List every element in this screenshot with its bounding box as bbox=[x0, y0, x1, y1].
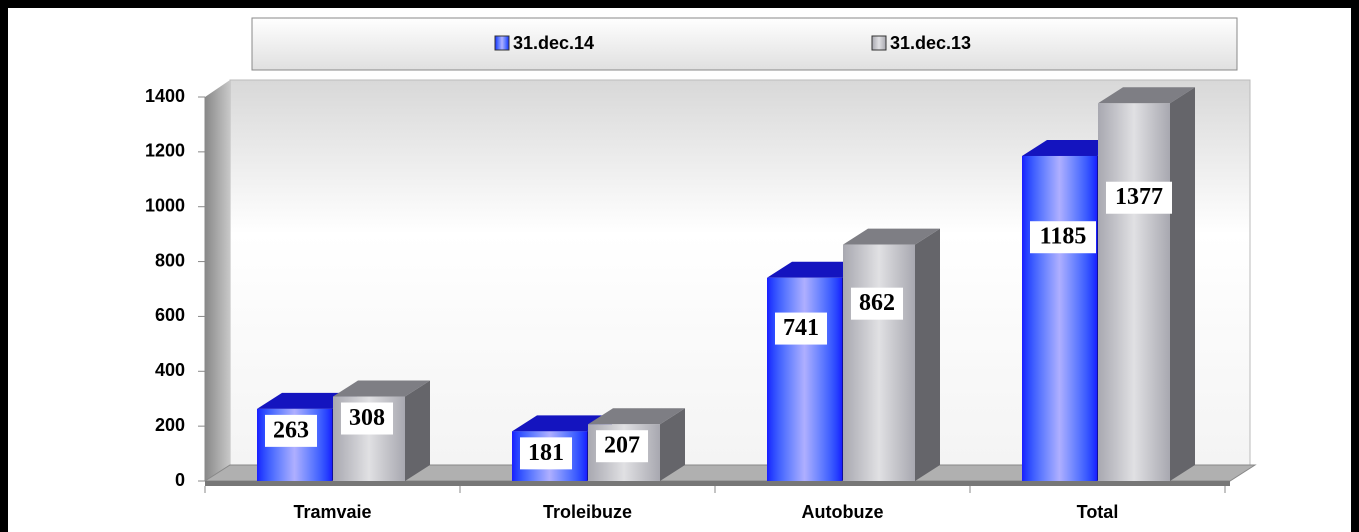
side-wall bbox=[205, 80, 230, 481]
y-tick-label: 800 bbox=[155, 250, 185, 270]
data-label: 308 bbox=[349, 405, 385, 431]
bar-top bbox=[257, 392, 357, 409]
data-label-box bbox=[851, 287, 903, 320]
x-tick-label: Tramvaie bbox=[293, 502, 371, 522]
y-tick-label: 0 bbox=[175, 470, 185, 490]
data-label-box bbox=[265, 414, 317, 447]
legend-swatch bbox=[871, 35, 887, 51]
bar-top bbox=[333, 380, 430, 397]
bar-top bbox=[767, 261, 867, 278]
x-tick-label: Troleibuze bbox=[543, 502, 632, 522]
bar bbox=[767, 277, 842, 481]
bar-side bbox=[405, 380, 430, 481]
data-label-box bbox=[1030, 221, 1096, 254]
x-tick-label: Total bbox=[1077, 502, 1119, 522]
data-label: 207 bbox=[604, 433, 640, 459]
y-tick-label: 1000 bbox=[145, 195, 185, 215]
y-tick-label: 400 bbox=[155, 360, 185, 380]
legend-box bbox=[251, 17, 1238, 71]
bar-side bbox=[915, 228, 940, 481]
bar-top bbox=[512, 415, 612, 432]
data-label: 862 bbox=[859, 290, 895, 316]
bar bbox=[843, 244, 915, 481]
y-tick-label: 200 bbox=[155, 415, 185, 435]
legend-label: 31.dec.14 bbox=[513, 33, 594, 53]
data-label-box bbox=[1106, 181, 1172, 214]
data-label: 263 bbox=[273, 417, 309, 443]
data-label-box bbox=[775, 312, 827, 345]
x-tick-label: Autobuze bbox=[802, 502, 884, 522]
floor-edge bbox=[205, 481, 1230, 486]
bar bbox=[1022, 155, 1097, 481]
y-tick-label: 1200 bbox=[145, 141, 185, 161]
data-label: 1185 bbox=[1040, 224, 1087, 250]
bar-top bbox=[843, 228, 940, 245]
data-label-box bbox=[520, 437, 572, 470]
bar-side bbox=[660, 408, 685, 481]
data-label-box bbox=[341, 402, 393, 435]
data-label: 1377 bbox=[1115, 184, 1163, 210]
data-label: 741 bbox=[783, 315, 819, 341]
y-tick-label: 1400 bbox=[145, 86, 185, 106]
bar-top bbox=[1098, 87, 1195, 104]
bar-side bbox=[1170, 87, 1195, 482]
legend-swatch bbox=[494, 35, 510, 51]
data-label-box bbox=[596, 430, 648, 463]
bar bbox=[1098, 103, 1170, 482]
bar-top bbox=[588, 408, 685, 425]
data-label: 181 bbox=[528, 440, 564, 466]
legend-label: 31.dec.13 bbox=[890, 33, 971, 53]
bar-top bbox=[1022, 139, 1122, 156]
y-tick-label: 600 bbox=[155, 305, 185, 325]
